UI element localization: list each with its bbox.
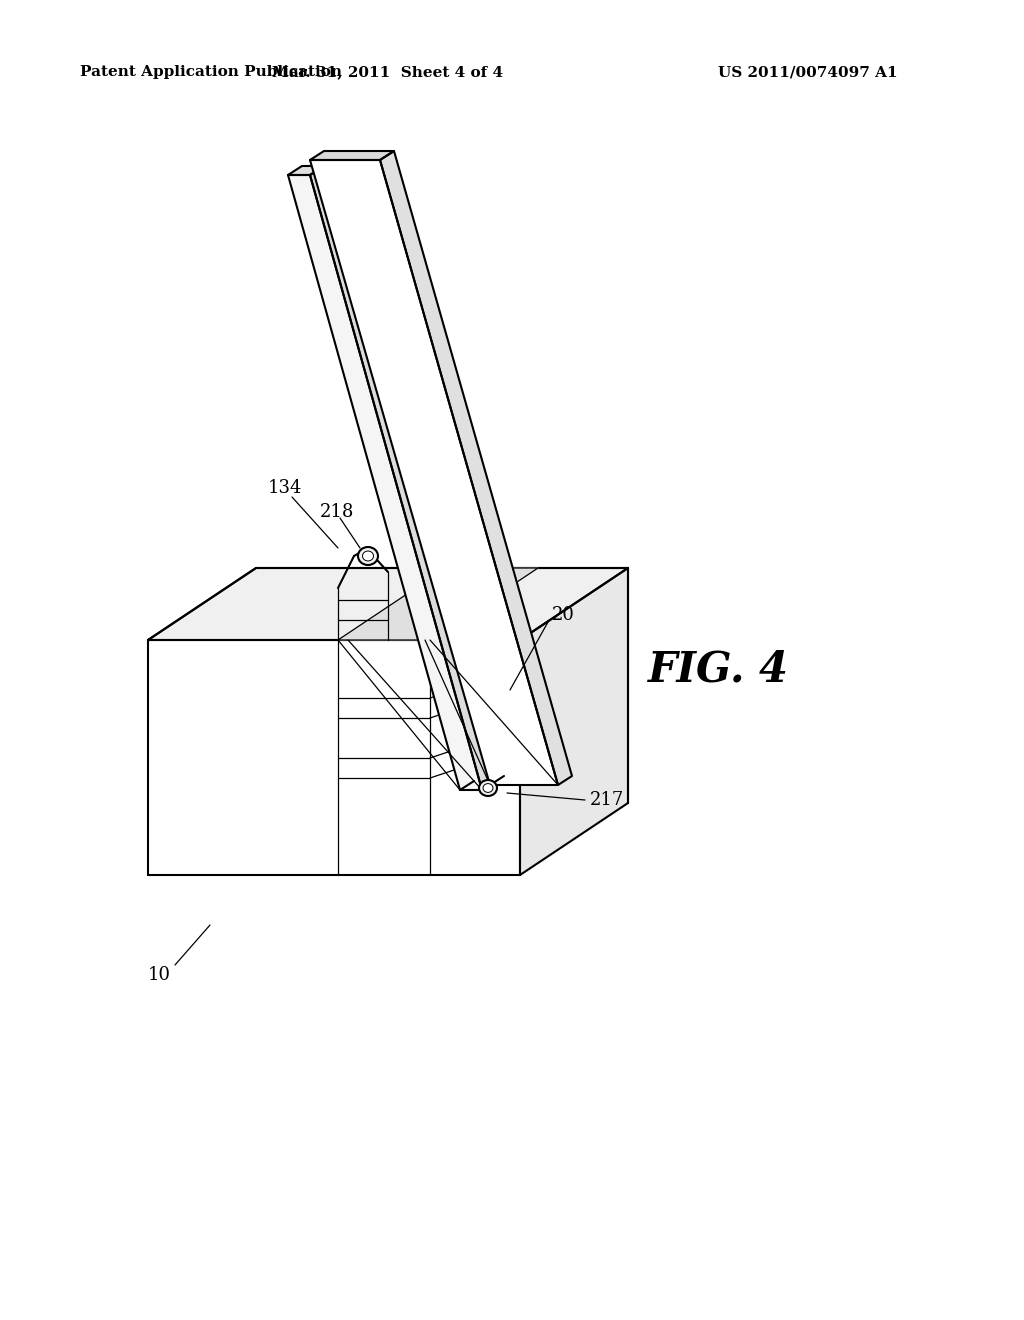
Text: FIG. 4: FIG. 4 <box>648 649 790 690</box>
Polygon shape <box>148 568 628 640</box>
Text: 217: 217 <box>590 791 625 809</box>
Polygon shape <box>520 568 628 875</box>
Text: US 2011/0074097 A1: US 2011/0074097 A1 <box>718 65 898 79</box>
Ellipse shape <box>483 784 493 792</box>
Text: 20: 20 <box>552 606 574 624</box>
Text: 134: 134 <box>268 479 302 498</box>
Polygon shape <box>310 150 394 160</box>
Polygon shape <box>148 640 520 875</box>
Polygon shape <box>288 176 482 789</box>
Ellipse shape <box>358 546 378 565</box>
Polygon shape <box>310 166 496 789</box>
Polygon shape <box>338 568 538 640</box>
Text: Patent Application Publication: Patent Application Publication <box>80 65 342 79</box>
Polygon shape <box>310 160 558 785</box>
Ellipse shape <box>479 780 497 796</box>
Text: 218: 218 <box>319 503 354 521</box>
Text: Mar. 31, 2011  Sheet 4 of 4: Mar. 31, 2011 Sheet 4 of 4 <box>272 65 504 79</box>
Text: 10: 10 <box>148 966 171 983</box>
Ellipse shape <box>362 550 374 561</box>
Polygon shape <box>288 166 324 176</box>
Polygon shape <box>380 150 572 785</box>
